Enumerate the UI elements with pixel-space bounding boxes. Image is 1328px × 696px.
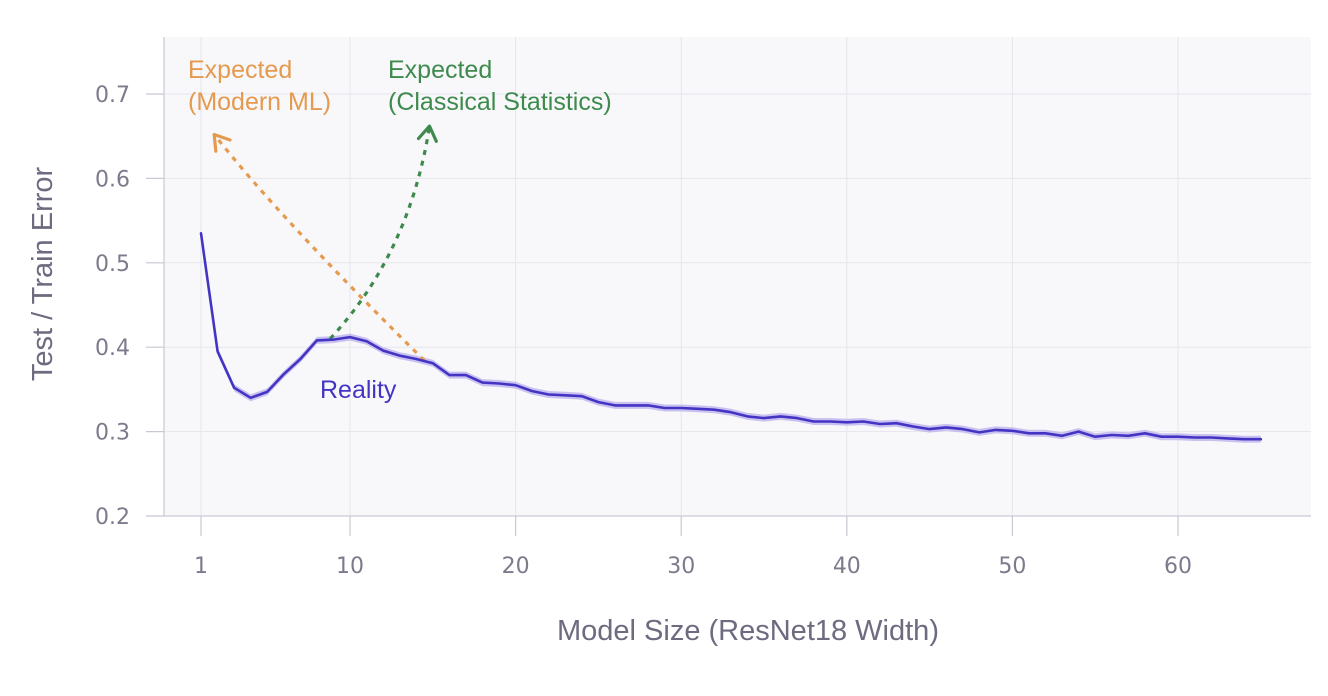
reality-series [199, 232, 1263, 441]
y-tick-label: 0.6 [95, 167, 130, 192]
y-tick-label: 0.4 [95, 336, 130, 361]
classical-stats-label-line1: Expected [388, 56, 492, 84]
axes [163, 37, 1311, 517]
y-axis-ticks: 0.2 0.3 0.4 0.5 0.6 0.7 [95, 83, 164, 530]
x-tick-label: 60 [1164, 554, 1192, 579]
x-axis-ticks: 1 10 20 30 40 50 60 [194, 516, 1192, 579]
expected-arrows [212, 124, 438, 362]
y-tick-label: 0.2 [95, 505, 130, 530]
modern-ml-label-line2: (Modern ML) [188, 88, 331, 116]
grid [164, 37, 1311, 516]
x-tick-label: 1 [194, 554, 208, 579]
y-axis-title: Test / Train Error [27, 166, 59, 381]
plot-area [164, 37, 1311, 516]
y-tick-label: 0.5 [95, 252, 130, 277]
modern-ml-arrow-curve [212, 133, 426, 362]
y-tick-label: 0.7 [95, 83, 130, 108]
modern-ml-arrow-arrowhead [212, 132, 232, 153]
x-tick-label: 10 [336, 554, 364, 579]
classical-stats-arrow-arrowhead [416, 124, 438, 143]
x-tick-label: 40 [833, 554, 861, 579]
classical-stats-label-line2: (Classical Statistics) [388, 88, 612, 116]
x-tick-label: 30 [667, 554, 695, 579]
y-tick-label: 0.3 [95, 421, 130, 446]
modern-ml-label-line1: Expected [188, 56, 292, 84]
reality-label: Reality [320, 376, 397, 404]
reality-line [199, 232, 1263, 441]
x-tick-label: 20 [502, 554, 530, 579]
x-tick-label: 50 [998, 554, 1026, 579]
x-axis-title: Model Size (ResNet18 Width) [557, 615, 939, 647]
